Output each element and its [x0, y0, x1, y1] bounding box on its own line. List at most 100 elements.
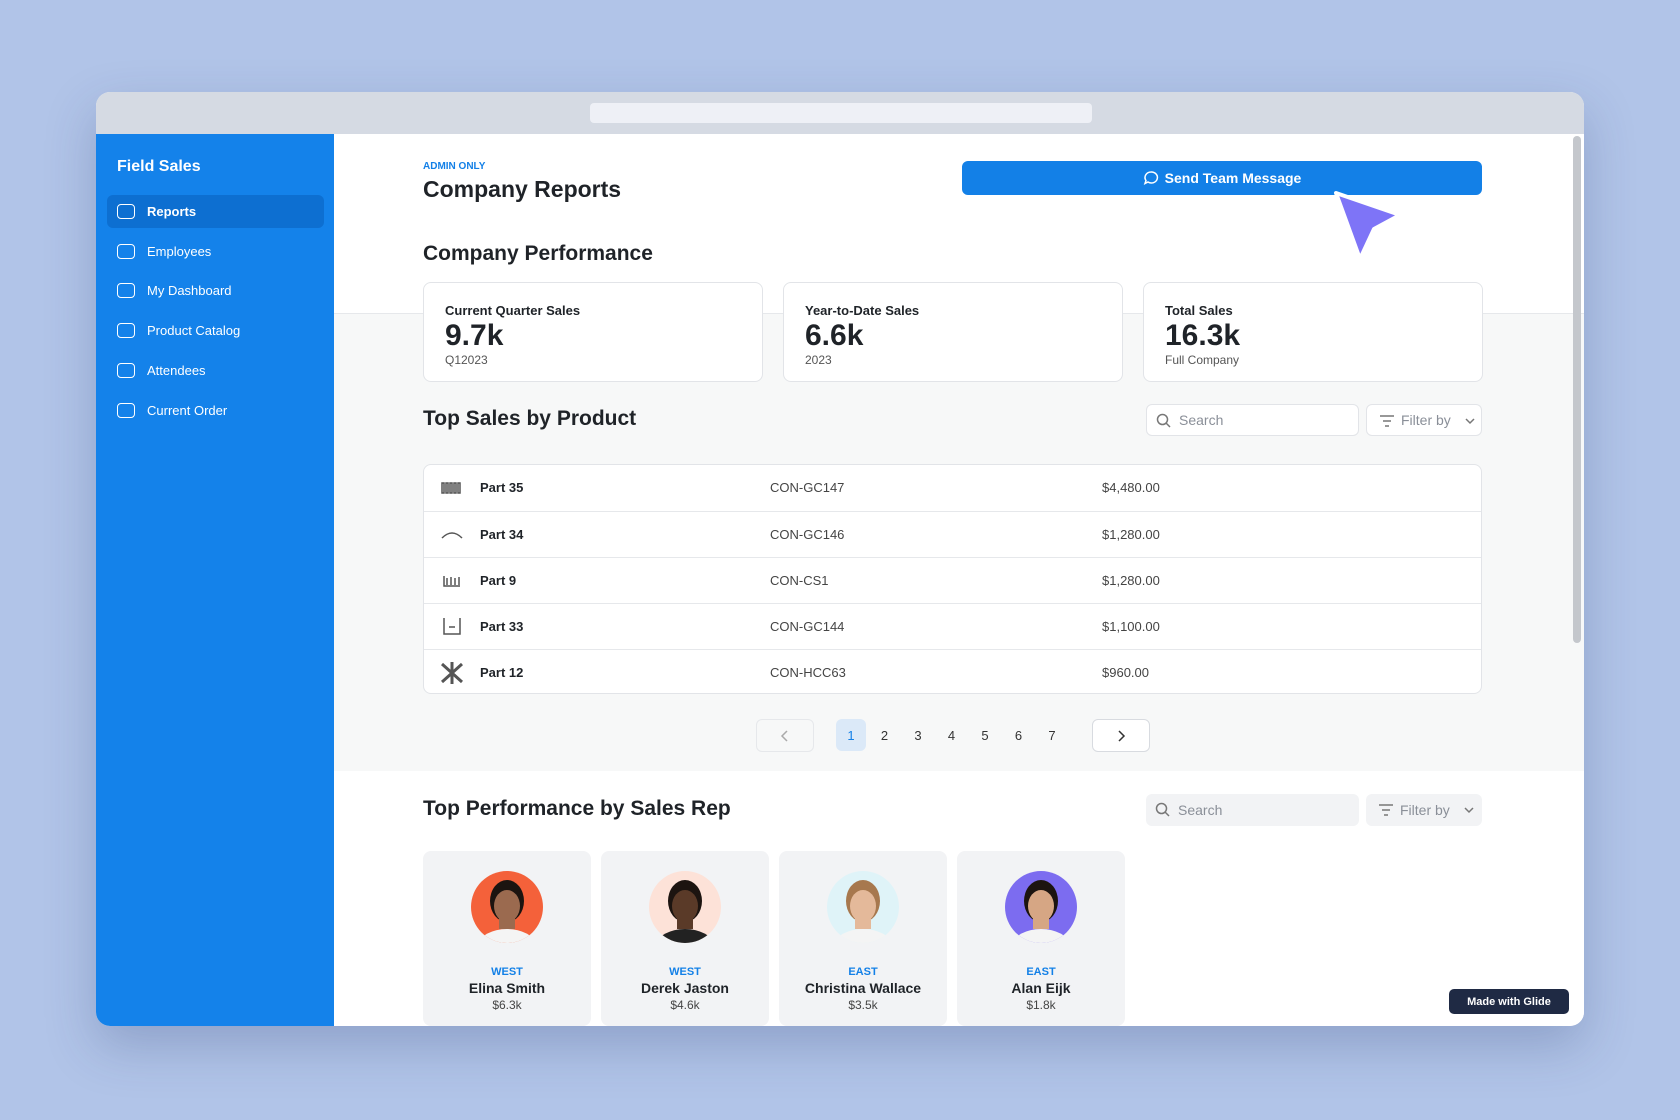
product-name: Part 33 [480, 619, 524, 634]
page-title: Company Reports [423, 176, 622, 202]
filter-label: Filter by [1401, 412, 1451, 428]
prev-page[interactable] [756, 719, 814, 752]
avatar [1005, 871, 1077, 943]
nav-icon [117, 402, 135, 418]
product-price: $1,100.00 [1102, 619, 1160, 634]
next-page[interactable] [1092, 719, 1150, 752]
send-message-button[interactable]: Send Team Message [962, 161, 1482, 195]
avatar [827, 871, 899, 943]
nav-item[interactable]: Attendees [107, 354, 324, 387]
nav-label: My Dashboard [147, 283, 232, 299]
title-bar [96, 92, 1584, 134]
rep-region: EAST [848, 966, 878, 978]
rep-card[interactable]: WEST Derek Jaston $4.6k [601, 851, 769, 1026]
rep-card[interactable]: EAST Alan Eijk $1.8k [957, 851, 1125, 1026]
cursor [1334, 191, 1402, 261]
kpi-sub: Full Company [1165, 353, 1240, 367]
nav-icon [117, 243, 135, 259]
page-button[interactable]: 6 [1014, 727, 1023, 743]
kpi-value: 16.3k [1165, 319, 1241, 352]
rep-sales: $1.8k [1026, 998, 1056, 1012]
rep-sales: $6.3k [492, 998, 522, 1012]
product-name: Part 12 [480, 665, 524, 680]
kpi-value: 9.7k [445, 319, 504, 352]
filter-button[interactable]: Filter by [1366, 794, 1482, 826]
search-input[interactable]: Search [1146, 404, 1359, 436]
chevron [780, 729, 788, 742]
search-placeholder: Search [1179, 412, 1224, 428]
nav-item[interactable]: Product Catalog [107, 314, 324, 347]
product-name: Part 34 [480, 527, 524, 542]
nav-item[interactable]: My Dashboard [107, 274, 324, 307]
product-price: $4,480.00 [1102, 480, 1160, 495]
section-title: Company Performance [423, 242, 653, 265]
glide-badge[interactable]: Made with Glide [1449, 989, 1569, 1014]
kpi-label: Year-to-Date Sales [805, 303, 920, 318]
product-code: CON-GC147 [770, 480, 845, 495]
page-button[interactable]: 4 [947, 727, 956, 743]
table-row[interactable]: Part 9 CON-CS1 $1,280.00 [424, 557, 1481, 603]
browser-window: Field Sales Reports Employees My Dashboard… [96, 92, 1584, 1026]
rep-card[interactable]: EAST Christina Wallace $3.5k [779, 851, 947, 1026]
product-name: Part 35 [480, 480, 524, 495]
rep-sales: $3.5k [848, 998, 878, 1012]
nav-label: Employees [147, 243, 212, 259]
rep-region: WEST [669, 966, 701, 978]
chevron [1118, 729, 1126, 742]
kpi-card: Total Sales 16.3k Full Company [1143, 282, 1483, 382]
address-bar[interactable] [590, 103, 1092, 123]
rep-card[interactable]: WEST Elina Smith $6.3k [423, 851, 591, 1026]
table-row[interactable]: Part 34 CON-GC146 $1,280.00 [424, 511, 1481, 557]
nav-label: Current Order [147, 402, 228, 418]
nav-label: Product Catalog [147, 323, 241, 339]
filter-icon [1380, 415, 1475, 427]
kpi-sub: 2023 [805, 353, 832, 367]
page-button[interactable]: 1 [836, 719, 866, 751]
filter-icon [1379, 804, 1474, 816]
filter-button[interactable]: Filter by [1366, 404, 1482, 436]
product-name: Part 9 [480, 573, 517, 588]
product-table: Part 35 CON-GC147 $4,480.00 Part 34 CON-GC14… [423, 464, 1482, 694]
nav-icon [117, 283, 135, 299]
section-title: Top Sales by Product [423, 407, 637, 430]
nav-icon [117, 204, 135, 219]
nav-item[interactable]: Current Order [107, 394, 324, 427]
nav-label: Reports [147, 204, 197, 219]
nav-icon [117, 323, 135, 339]
rep-sales: $4.6k [670, 998, 700, 1012]
rep-region: WEST [491, 966, 523, 978]
page-button[interactable]: 3 [914, 727, 922, 743]
nav-label: Attendees [147, 362, 206, 378]
search-input[interactable]: Search [1146, 794, 1359, 826]
avatar [649, 871, 721, 943]
product-code: CON-CS1 [770, 573, 829, 588]
product-code: CON-HCC63 [770, 665, 846, 680]
product-icon [440, 662, 464, 684]
search-icon [1156, 413, 1171, 428]
chat-icon [1143, 171, 1158, 185]
product-price: $960.00 [1102, 665, 1149, 680]
kpi-label: Current Quarter Sales [445, 303, 581, 318]
product-price: $1,280.00 [1102, 527, 1160, 542]
table-row[interactable]: Part 12 CON-HCC63 $960.00 [424, 649, 1481, 693]
rep-region: EAST [1026, 966, 1056, 978]
kpi-value: 6.6k [805, 319, 864, 352]
page-button[interactable]: 7 [1048, 727, 1056, 743]
nav-item[interactable]: Employees [107, 235, 324, 268]
search-icon [1155, 802, 1170, 817]
table-row[interactable]: Part 35 CON-GC147 $4,480.00 [424, 465, 1481, 511]
kpi-label: Total Sales [1165, 303, 1233, 318]
kpi-sub: Q12023 [445, 353, 488, 367]
search-placeholder: Search [1178, 802, 1223, 818]
product-icon [441, 482, 461, 494]
app-title: Field Sales [117, 158, 201, 175]
page-button[interactable]: 2 [880, 727, 889, 743]
nav-icon [117, 362, 135, 378]
section-title: Top Performance by Sales Rep [423, 797, 731, 820]
avatar [471, 871, 543, 943]
page-button[interactable]: 5 [981, 727, 989, 743]
table-row[interactable]: Part 33 CON-GC144 $1,100.00 [424, 603, 1481, 649]
kpi-card: Year-to-Date Sales 6.6k 2023 [783, 282, 1123, 382]
nav-item[interactable]: Reports [107, 195, 324, 228]
